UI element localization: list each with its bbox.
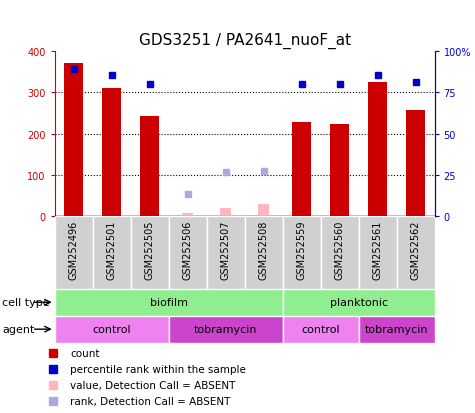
Bar: [64, 64, 83, 217]
Text: cell type: cell type: [2, 297, 50, 308]
Bar: [368, 83, 387, 217]
Text: GSM252559: GSM252559: [296, 221, 307, 280]
Bar: [283, 316, 359, 343]
Text: tobramycin: tobramycin: [365, 324, 428, 335]
Text: GSM252496: GSM252496: [68, 221, 79, 280]
Bar: [102, 89, 121, 217]
Bar: [140, 117, 159, 217]
Text: agent: agent: [2, 324, 35, 335]
Text: tobramycin: tobramycin: [194, 324, 257, 335]
Text: rank, Detection Call = ABSENT: rank, Detection Call = ABSENT: [70, 396, 231, 406]
Bar: [359, 217, 397, 289]
Bar: [169, 316, 283, 343]
Text: control: control: [301, 324, 340, 335]
Bar: [182, 214, 193, 217]
Text: GSM252506: GSM252506: [182, 221, 193, 280]
Bar: [131, 217, 169, 289]
Text: GSM252561: GSM252561: [372, 221, 383, 280]
Bar: [55, 217, 93, 289]
Bar: [330, 125, 349, 217]
Text: GSM252562: GSM252562: [410, 221, 421, 280]
Text: GSM252505: GSM252505: [144, 221, 155, 280]
Bar: [292, 123, 311, 217]
Text: planktonic: planktonic: [330, 297, 388, 308]
Text: biofilm: biofilm: [150, 297, 188, 308]
Bar: [55, 316, 169, 343]
Bar: [359, 316, 435, 343]
Bar: [93, 217, 131, 289]
Text: value, Detection Call = ABSENT: value, Detection Call = ABSENT: [70, 380, 236, 390]
Bar: [397, 217, 435, 289]
Bar: [245, 217, 283, 289]
Text: control: control: [92, 324, 131, 335]
Bar: [55, 289, 283, 316]
Text: GSM252560: GSM252560: [334, 221, 345, 280]
Text: GSM252501: GSM252501: [106, 221, 117, 280]
Bar: [220, 209, 231, 217]
Text: GSM252508: GSM252508: [258, 221, 269, 280]
Bar: [283, 217, 321, 289]
Bar: [321, 217, 359, 289]
Bar: [258, 204, 269, 217]
Text: GSM252507: GSM252507: [220, 221, 231, 280]
Bar: [169, 217, 207, 289]
Text: count: count: [70, 348, 100, 358]
Bar: [406, 110, 425, 217]
Bar: [207, 217, 245, 289]
Text: percentile rank within the sample: percentile rank within the sample: [70, 364, 247, 374]
Bar: [283, 289, 435, 316]
Title: GDS3251 / PA2641_nuoF_at: GDS3251 / PA2641_nuoF_at: [139, 33, 351, 49]
